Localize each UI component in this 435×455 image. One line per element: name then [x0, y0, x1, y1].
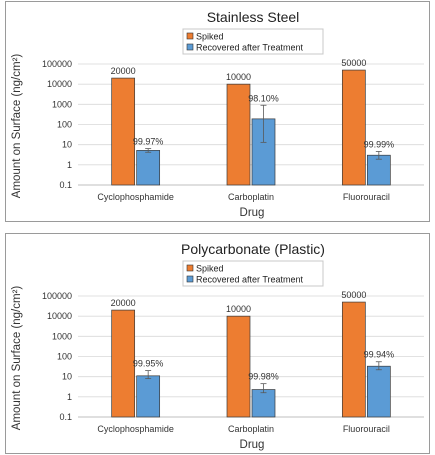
x-tick-label: Cyclophosphamide: [97, 192, 174, 202]
chart-title: Polycarbonate (Plastic): [181, 241, 325, 257]
bar-spiked: [111, 77, 136, 186]
chart-panel-polycarbonate: Polycarbonate (Plastic) Spiked Recovered…: [5, 233, 430, 454]
chart-panel-stainless-steel: Stainless Steel Spiked Recovered after T…: [5, 1, 430, 222]
y-axis-title: Amount on Surface (ng/cm²): [11, 286, 23, 431]
plot-area: 100000 10000 1000 100 10 1 0.1 Cyclophosphamide…: [42, 58, 424, 202]
x-tick-label: Carboplatin: [228, 192, 274, 202]
legend-label-spiked: Spiked: [196, 264, 224, 274]
y-tick-label: 0.1: [59, 412, 72, 422]
y-tick-label: 1000: [52, 331, 72, 341]
bar-recovered: [366, 154, 391, 186]
data-label-spiked: 50000: [341, 58, 366, 68]
y-tick-label: 0.1: [59, 180, 72, 190]
legend-label-recovered: Recovered after Treatment: [196, 43, 304, 53]
bar-spiked: [341, 69, 366, 186]
bar-spiked: [226, 315, 251, 418]
data-label-recovered: 99.97%: [133, 137, 164, 147]
error-bar: [375, 151, 382, 160]
data-label-spiked: 10000: [226, 72, 251, 82]
error-bar: [145, 370, 152, 380]
y-tick-label: 10: [62, 372, 72, 382]
x-axis-title: Drug: [240, 439, 265, 451]
bar-recovered: [136, 150, 161, 186]
y-tick-label: 100000: [42, 59, 72, 69]
legend-swatch-spiked: [186, 264, 194, 272]
y-tick-label: 1: [67, 392, 72, 402]
data-label-recovered: 99.99%: [364, 139, 395, 149]
data-label-spiked: 50000: [341, 290, 366, 300]
x-tick-label: Carboplatin: [228, 424, 274, 434]
y-axis-title: Amount on Surface (ng/cm²): [11, 54, 23, 199]
data-label-spiked: 10000: [226, 304, 251, 314]
bar-spiked: [341, 301, 366, 418]
error-bar: [145, 148, 152, 153]
legend-swatch-spiked: [186, 32, 194, 40]
x-axis-title: Drug: [240, 207, 265, 219]
y-tick-label: 1000: [52, 99, 72, 109]
x-tick-label: Fluorouracil: [343, 424, 390, 434]
bar-recovered: [251, 389, 276, 418]
data-label-recovered: 99.98%: [248, 372, 279, 382]
bar-recovered: [366, 365, 391, 418]
y-tick-label: 10000: [47, 79, 72, 89]
legend-swatch-recovered: [186, 43, 194, 51]
error-bar: [260, 104, 267, 143]
x-tick-label: Cyclophosphamide: [97, 424, 174, 434]
y-tick-label: 100: [57, 120, 72, 130]
legend-swatch-recovered: [186, 275, 194, 283]
legend-label-spiked: Spiked: [196, 32, 224, 42]
data-label-recovered: 98.10%: [248, 93, 279, 103]
y-tick-label: 100000: [42, 291, 72, 301]
bar-recovered: [136, 375, 161, 418]
x-tick-label: Fluorouracil: [343, 192, 390, 202]
chart-title: Stainless Steel: [207, 9, 300, 25]
plot-area: 100000 10000 1000 100 10 1 0.1 Cyclophosphamide…: [42, 290, 424, 434]
data-label-recovered: 99.95%: [133, 359, 164, 369]
y-tick-label: 10000: [47, 311, 72, 321]
y-tick-label: 1: [67, 160, 72, 170]
legend-label-recovered: Recovered after Treatment: [196, 275, 304, 285]
legend: Spiked Recovered after Treatment: [182, 260, 324, 287]
y-tick-label: 10: [62, 140, 72, 150]
error-bar: [260, 383, 267, 394]
data-label-recovered: 99.94%: [364, 350, 395, 360]
data-label-spiked: 20000: [111, 298, 136, 308]
legend-box: [182, 28, 324, 55]
chart-svg: Stainless Steel Spiked Recovered after T…: [11, 9, 424, 219]
legend-box: [182, 260, 324, 287]
chart-svg: Polycarbonate (Plastic) Spiked Recovered…: [11, 241, 424, 451]
bar-spiked: [111, 309, 136, 418]
bar-spiked: [226, 83, 251, 186]
legend: Spiked Recovered after Treatment: [182, 28, 324, 55]
error-bar: [375, 361, 382, 371]
y-tick-label: 100: [57, 352, 72, 362]
data-label-spiked: 20000: [111, 66, 136, 76]
